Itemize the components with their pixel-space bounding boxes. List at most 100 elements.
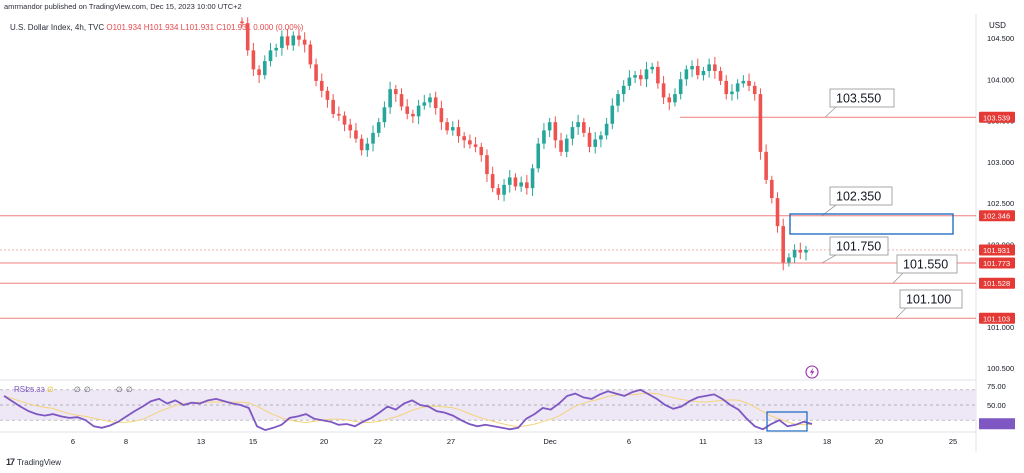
candle-body[interactable]	[599, 135, 603, 140]
candle-body[interactable]	[650, 66, 654, 70]
candle-body[interactable]	[707, 64, 711, 71]
candle-body[interactable]	[251, 50, 256, 70]
candle-body[interactable]	[365, 143, 370, 151]
candle-body[interactable]	[371, 132, 375, 144]
candle-body[interactable]	[382, 107, 387, 123]
candle-body[interactable]	[308, 44, 313, 65]
candle-body[interactable]	[582, 122, 586, 133]
candle-body[interactable]	[730, 91, 734, 95]
candle-body[interactable]	[319, 80, 324, 91]
candle-body[interactable]	[268, 50, 273, 62]
callout-box[interactable]	[829, 236, 889, 256]
candle-body[interactable]	[644, 69, 649, 80]
candle-body[interactable]	[468, 140, 472, 145]
candle-body[interactable]	[274, 47, 278, 51]
candle-body[interactable]	[416, 105, 421, 117]
candle-body[interactable]	[280, 36, 284, 48]
candle-body[interactable]	[792, 250, 797, 258]
candle-body[interactable]	[701, 71, 706, 76]
candle-body[interactable]	[553, 122, 558, 141]
candle-body[interactable]	[245, 23, 250, 51]
candle-body[interactable]	[695, 66, 700, 76]
candle-body[interactable]	[490, 174, 495, 189]
candle-body[interactable]	[752, 85, 757, 95]
candle-body[interactable]	[479, 146, 484, 156]
candle-body[interactable]	[673, 94, 677, 103]
candle-body[interactable]	[513, 177, 518, 187]
candle-body[interactable]	[542, 130, 546, 144]
candle-body[interactable]	[530, 168, 535, 189]
candle-body[interactable]	[616, 94, 620, 106]
candle-body[interactable]	[627, 77, 632, 86]
rsi-line[interactable]	[3, 388, 813, 432]
candle-body[interactable]	[257, 69, 261, 76]
candle-body[interactable]	[337, 113, 341, 116]
candle-body[interactable]	[638, 75, 643, 80]
candle-body[interactable]	[621, 85, 626, 95]
candle-body[interactable]	[359, 138, 364, 151]
candle-body[interactable]	[445, 122, 449, 131]
candle-body[interactable]	[570, 127, 575, 139]
candle-body[interactable]	[604, 123, 609, 136]
callout-box[interactable]	[899, 289, 963, 309]
lightning-icon[interactable]	[805, 365, 819, 379]
candle-body[interactable]	[354, 130, 358, 139]
candle-body[interactable]	[747, 80, 751, 86]
candle-body[interactable]	[564, 138, 569, 152]
candle-body[interactable]	[559, 140, 563, 152]
candle-body[interactable]	[297, 35, 301, 40]
candle-body[interactable]	[348, 124, 353, 131]
candle-body[interactable]	[285, 36, 290, 46]
candle-body[interactable]	[690, 66, 694, 70]
candle-body[interactable]	[325, 90, 330, 100]
callout-box[interactable]	[829, 88, 895, 108]
candle-body[interactable]	[724, 80, 729, 95]
candle-body[interactable]	[718, 71, 723, 81]
candle-body[interactable]	[507, 177, 512, 185]
candle-body[interactable]	[770, 179, 774, 199]
candle-body[interactable]	[262, 61, 267, 76]
candle-body[interactable]	[775, 198, 780, 227]
candle-body[interactable]	[394, 89, 398, 95]
candle-body[interactable]	[593, 139, 598, 147]
candle-body[interactable]	[456, 127, 461, 137]
candle-body[interactable]	[428, 97, 432, 103]
candle-body[interactable]	[405, 106, 410, 114]
candle-body[interactable]	[587, 132, 592, 147]
candle-body[interactable]	[713, 64, 717, 71]
candle-body[interactable]	[758, 94, 763, 152]
candle-body[interactable]	[764, 151, 768, 180]
candle-body[interactable]	[485, 155, 489, 175]
candle-body[interactable]	[422, 102, 427, 106]
candle-body[interactable]	[302, 39, 307, 45]
candle-body[interactable]	[804, 249, 808, 253]
candle-body[interactable]	[240, 21, 244, 24]
candle-body[interactable]	[376, 122, 381, 133]
candle-body[interactable]	[735, 83, 740, 92]
candle-body[interactable]	[661, 83, 666, 98]
candle-body[interactable]	[536, 143, 541, 169]
candle-body[interactable]	[576, 122, 580, 128]
candle-body[interactable]	[741, 80, 746, 84]
candle-body[interactable]	[314, 64, 318, 81]
candle-body[interactable]	[633, 75, 637, 78]
candle-body[interactable]	[519, 182, 523, 187]
candle-body[interactable]	[411, 113, 415, 117]
candle-body[interactable]	[291, 35, 296, 46]
candle-body[interactable]	[439, 108, 444, 123]
candle-body[interactable]	[684, 69, 689, 80]
candle-body[interactable]	[450, 127, 455, 131]
candle-body[interactable]	[547, 122, 552, 131]
candle-body[interactable]	[433, 97, 438, 109]
candle-body[interactable]	[525, 182, 529, 189]
candle-body[interactable]	[667, 97, 672, 103]
candle-body[interactable]	[462, 136, 466, 141]
callout-box[interactable]	[829, 186, 893, 206]
candle-body[interactable]	[678, 79, 683, 95]
candle-body[interactable]	[388, 89, 392, 108]
candle-body[interactable]	[787, 257, 791, 263]
candle-body[interactable]	[610, 105, 615, 124]
candle-body[interactable]	[342, 115, 347, 125]
candle-body[interactable]	[496, 188, 501, 195]
candle-body[interactable]	[798, 250, 803, 253]
